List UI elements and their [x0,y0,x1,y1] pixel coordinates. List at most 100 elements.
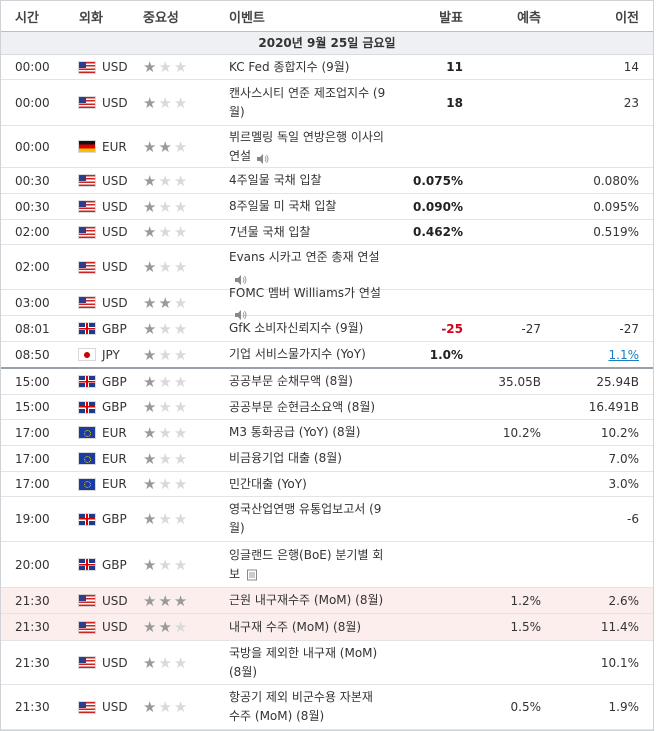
event-time: 00:00 [15,139,50,154]
event-name[interactable]: 비금융기업 대출 (8월) [217,449,393,468]
event-title[interactable]: Evans 시카고 연준 총재 연설 [229,250,380,264]
event-name[interactable]: KC Fed 종합지수 (9월) [217,58,393,77]
event-name[interactable]: 뷔르멜링 독일 연방은행 이사의 연설 [217,128,393,166]
star-filled-icon: ★ [143,591,159,610]
event-title[interactable]: 7년물 국채 입찰 [229,224,311,239]
flag-eu-icon [79,453,95,464]
event-name[interactable]: M3 통화공급 (YoY) (8월) [217,423,393,442]
table-row[interactable]: 21:30 USD ★★★ 국방을 제외한 내구재 (MoM) (8월) 10.1% [1,641,653,685]
event-title[interactable]: GfK 소비자신뢰지수 (9월) [229,321,364,335]
flag-us-icon [79,621,95,633]
event-name[interactable]: 공공부문 순현금소요액 (8월) [217,398,393,417]
event-name[interactable]: 잉글랜드 은행(BoE) 분기별 회보 [217,546,393,584]
event-time: 19:00 [15,512,50,526]
table-row[interactable]: 17:00 EUR ★★★ 민간대출 (YoY) 3.0% [1,472,653,497]
event-title[interactable]: 공공부문 순채무액 (8월) [229,374,353,388]
event-title[interactable]: 4주일물 국채 입찰 [229,173,322,187]
previous-value: 7.0% [608,451,640,466]
table-row[interactable]: 20:00 GBP ★★★ 잉글랜드 은행(BoE) 분기별 회보 [1,542,653,588]
event-name[interactable]: 기업 서비스물가지수 (YoY) [217,345,393,364]
event-name[interactable]: 4주일물 국채 입찰 [217,171,393,190]
event-title[interactable]: 민간대출 (YoY) [229,476,307,491]
previous-value: 0.080% [593,173,639,188]
star-empty-icon: ★ [158,653,174,672]
star-empty-icon: ★ [158,555,174,574]
table-row[interactable]: 03:00 USD ★★★ FOMC 멤버 Williams가 연설 [1,286,653,320]
table-row[interactable]: 19:00 GBP ★★★ 영국산업연맹 유통업보고서 (9월) -6 [1,497,653,542]
event-name[interactable]: 국방을 제외한 내구재 (MoM) (8월) [217,644,393,682]
event-title[interactable]: 근원 내구재수주 (MoM) (8월) [229,593,384,607]
table-row[interactable]: 02:00 USD ★★★ Evans 시카고 연준 총재 연설 [1,245,653,290]
star-empty-icon: ★ [173,423,190,442]
flag-gb-icon [79,513,95,525]
table-row[interactable]: 00:30 USD ★★★ 8주일물 미 국채 입찰 0.090% 0.095% [1,194,653,220]
table-row[interactable]: 15:00 GBP ★★★ 공공부문 순채무액 (8월) 35.05B 25.94B [1,369,653,395]
table-row[interactable]: 00:00 USD ★★★ KC Fed 종합지수 (9월) 11 14 [1,55,653,80]
previous-value: 2.6% [608,593,640,608]
table-row[interactable]: 17:00 EUR ★★★ 비금융기업 대출 (8월) 7.0% [1,446,653,472]
event-name[interactable]: 영국산업연맹 유통업보고서 (9월) [217,500,393,538]
flag-us-icon [79,657,95,668]
currency-code: USD [102,60,128,74]
star-filled-icon: ★ [143,698,159,716]
table-row[interactable]: 00:00 USD ★★★ 캔사스시티 연준 제조업지수 (9월) 18 23 [1,80,653,126]
table-row[interactable]: 08:01 GBP ★★★ GfK 소비자신뢰지수 (9월) -25 -27 -27 [1,316,653,342]
flag-us-icon [79,201,95,212]
flag-us-icon [79,595,95,606]
event-name[interactable]: GfK 소비자신뢰지수 (9월) [217,319,393,338]
importance-stars: ★★★ [129,294,217,312]
star-filled-icon: ★ [143,423,159,442]
event-title[interactable]: 내구재 수주 (MoM) (8월) [229,619,362,634]
table-row[interactable]: 21:30 USD ★★★ 근원 내구재수주 (MoM) (8월) 1.2% 2.6% [1,588,653,614]
event-title[interactable]: 영국산업연맹 유통업보고서 (9월) [229,502,382,535]
importance-stars: ★★★ [129,198,217,216]
event-title[interactable]: FOMC 멤버 Williams가 연설 [229,285,381,300]
table-row[interactable]: 08:50 JPY ★★★ 기업 서비스물가지수 (YoY) 1.0% 1.1% [1,342,653,369]
star-empty-icon: ★ [158,197,174,216]
flag-gb-icon [79,376,95,387]
event-name[interactable]: 캔사스시티 연준 제조업지수 (9월) [217,84,393,122]
event-title[interactable]: 기업 서비스물가지수 (YoY) [229,347,366,361]
table-row[interactable]: 21:30 USD ★★★ 내구재 수주 (MoM) (8월) 1.5% 11.4% [1,614,653,641]
event-name[interactable]: 근원 내구재수주 (MoM) (8월) [217,591,393,610]
previous-value: 3.0% [608,477,640,491]
table-row[interactable]: 21:30 USD ★★★ 항공기 제외 비군수용 자본재 수주 (MoM) (8월)… [1,685,653,730]
event-title[interactable]: 항공기 제외 비군수용 자본재 수주 (MoM) (8월) [229,690,373,723]
table-row[interactable]: 17:00 EUR ★★★ M3 통화공급 (YoY) (8월) 10.2% 10.2% [1,420,653,446]
event-name[interactable]: 민간대출 (YoY) [217,475,393,494]
event-name[interactable]: 공공부문 순채무액 (8월) [217,372,393,391]
event-name[interactable]: 내구재 수주 (MoM) (8월) [217,618,393,637]
currency-cell: GBP [65,375,129,389]
currency-cell: USD [65,260,129,274]
table-row[interactable]: 15:00 GBP ★★★ 공공부문 순현금소요액 (8월) 16.491B [1,395,653,420]
event-name[interactable]: 항공기 제외 비군수용 자본재 수주 (MoM) (8월) [217,688,393,726]
table-row[interactable]: 00:30 USD ★★★ 4주일물 국채 입찰 0.075% 0.080% [1,168,653,194]
speaker-icon [257,151,269,164]
event-title[interactable]: 8주일물 미 국채 입찰 [229,199,337,213]
star-empty-icon: ★ [158,423,174,442]
event-time: 00:00 [15,95,50,110]
event-name[interactable]: Evans 시카고 연준 총재 연설 [217,248,393,286]
event-title[interactable]: KC Fed 종합지수 (9월) [229,59,350,74]
previous-value[interactable]: 1.1% [608,347,640,362]
event-title[interactable]: M3 통화공급 (YoY) (8월) [229,425,361,439]
table-row[interactable]: 00:00 EUR ★★★ 뷔르멜링 독일 연방은행 이사의 연설 [1,126,653,168]
star-filled-icon: ★ [143,475,159,493]
event-title[interactable]: 캔사스시티 연준 제조업지수 (9월) [229,85,386,119]
event-title[interactable]: 뷔르멜링 독일 연방은행 이사의 연설 [229,129,384,163]
currency-code: USD [102,295,128,310]
currency-code: USD [102,655,128,670]
star-empty-icon: ★ [173,258,190,276]
event-name[interactable]: FOMC 멤버 Williams가 연설 [217,284,393,322]
event-name[interactable]: 7년물 국채 입찰 [217,223,393,242]
table-row[interactable]: 02:00 USD ★★★ 7년물 국채 입찰 0.462% 0.519% [1,220,653,245]
event-title[interactable]: 국방을 제외한 내구재 (MoM) (8월) [229,645,378,679]
star-filled-icon: ★ [143,293,159,312]
event-title[interactable]: 비금융기업 대출 (8월) [229,451,342,465]
currency-cell: USD [65,200,129,214]
star-empty-icon: ★ [173,653,190,672]
event-title[interactable]: 공공부문 순현금소요액 (8월) [229,399,376,414]
event-title[interactable]: 잉글랜드 은행(BoE) 분기별 회보 [229,547,384,581]
event-name[interactable]: 8주일물 미 국채 입찰 [217,197,393,216]
event-time: 21:30 [15,620,50,634]
